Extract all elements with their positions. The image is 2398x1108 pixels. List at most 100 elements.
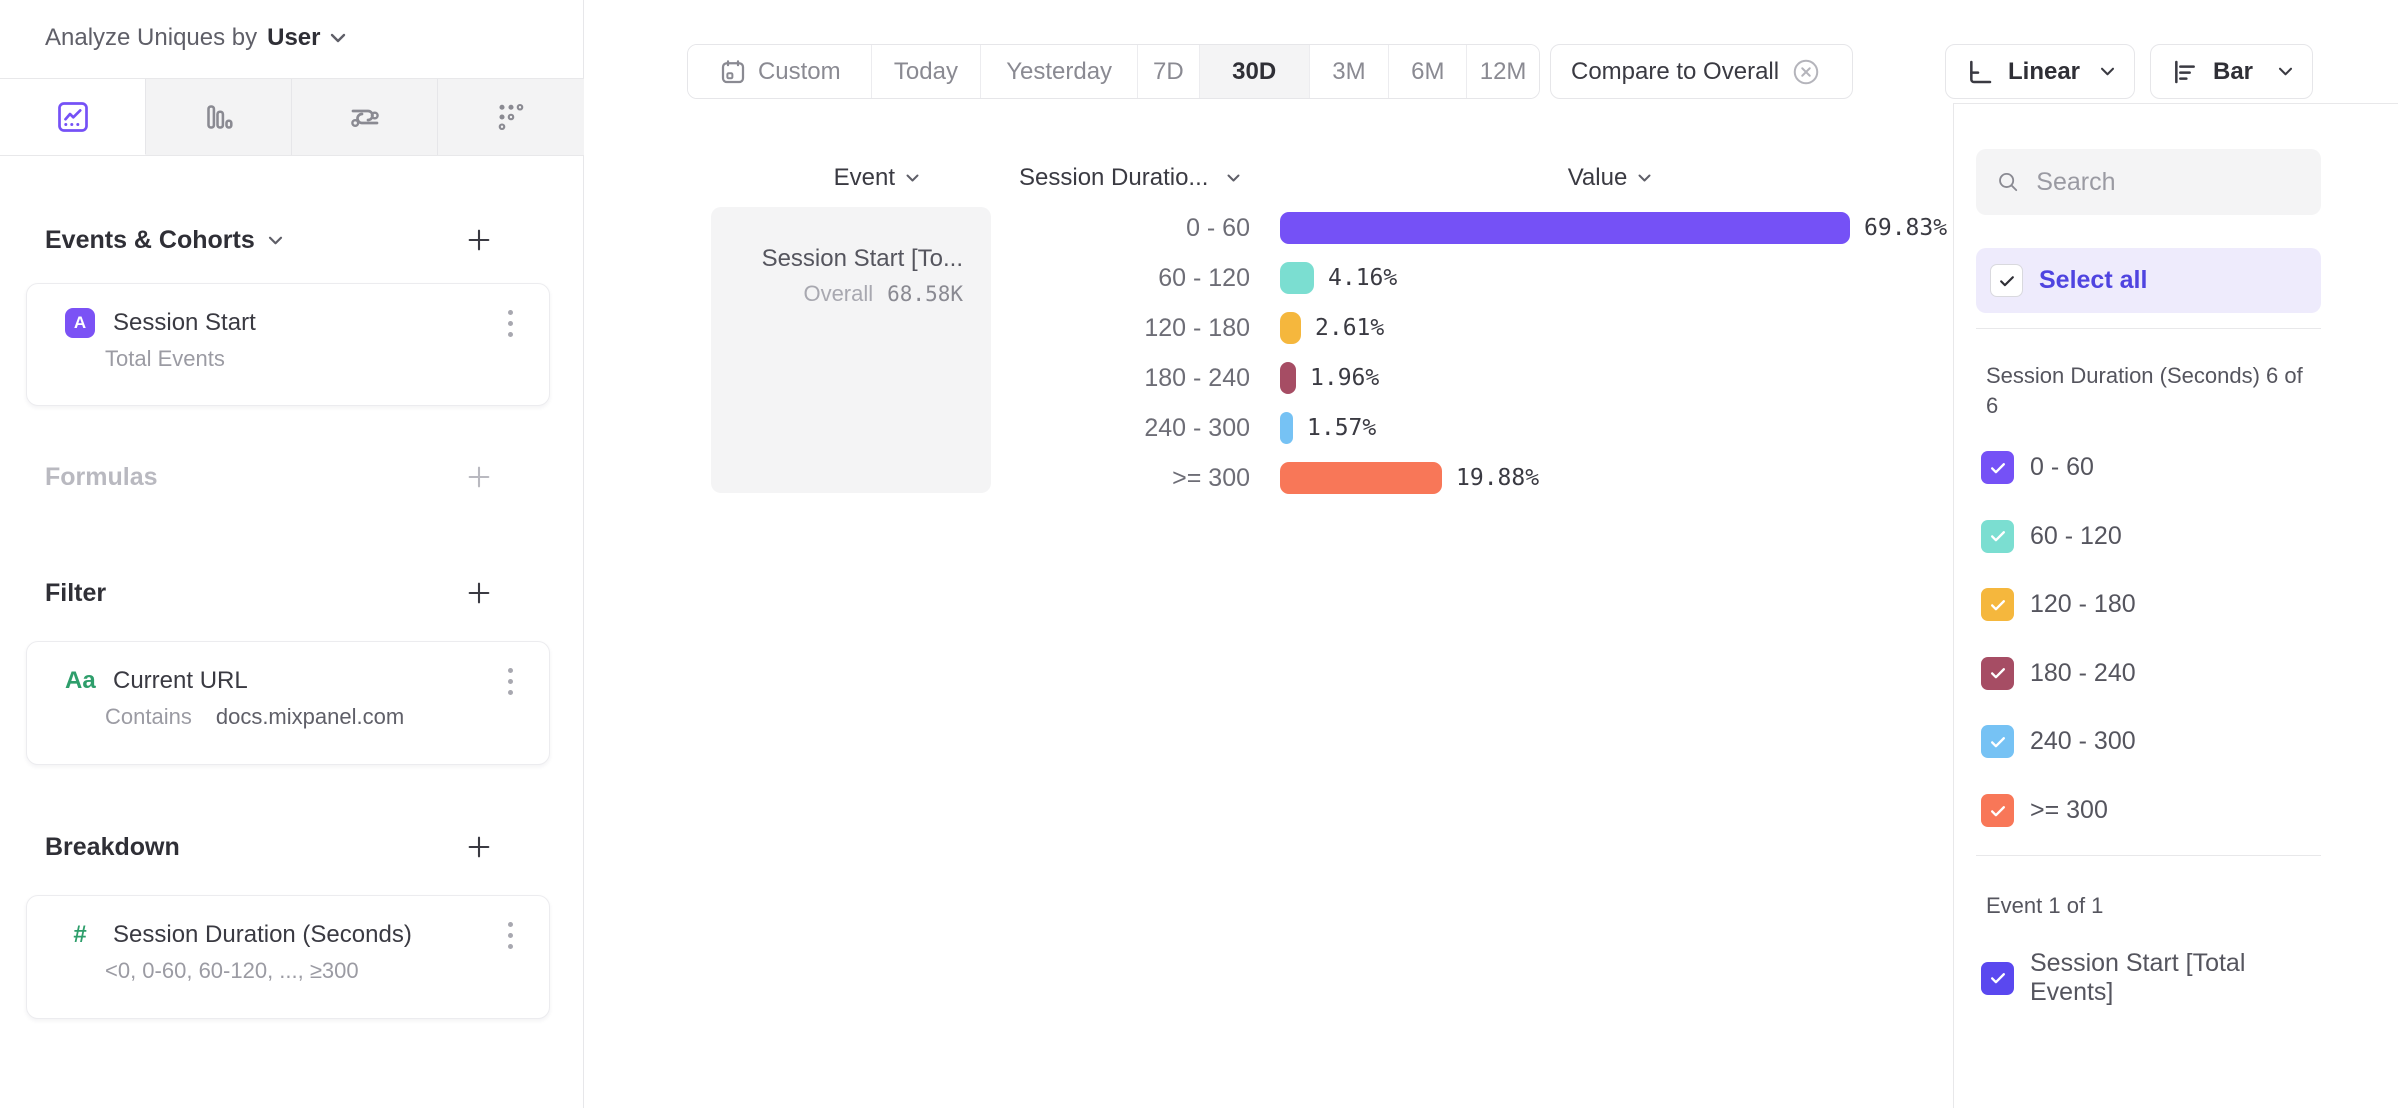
search-input[interactable] [2036, 167, 2301, 197]
date-range-today[interactable]: Today [871, 45, 982, 98]
add-formula-button[interactable] [465, 462, 495, 492]
bucket-checkbox[interactable] [1981, 656, 2014, 690]
legend-item-240-300[interactable]: 240 - 300 [1981, 725, 2136, 759]
linear-axis-icon [1970, 60, 1992, 83]
bucket-checkbox[interactable] [1981, 451, 2014, 484]
event-checkbox[interactable] [1981, 961, 2014, 995]
chevron-down-icon[interactable] [267, 235, 284, 246]
legend-event-item[interactable]: Session Start [Total Events] [1981, 949, 2260, 1007]
breakdown-title: Breakdown [45, 832, 180, 861]
horizontal-bars-icon [2175, 60, 2195, 83]
filter-value[interactable]: docs.mixpanel.com [215, 704, 405, 729]
bucket-checkbox[interactable] [1981, 794, 2014, 827]
query-builder-sidebar: Analyze Uniques by User Events & Cohorts [0, 0, 584, 1108]
event-aggregation[interactable]: Total Events [105, 346, 225, 371]
chart-style-value: Bar [2213, 57, 2254, 85]
date-range-3m[interactable]: 3M [1309, 45, 1390, 98]
panel-divider [1976, 328, 2321, 329]
select-all-label: Select all [2039, 266, 2148, 294]
date-range-6m[interactable]: 6M [1389, 45, 1468, 98]
date-range-yesterday[interactable]: Yesterday [981, 45, 1138, 98]
select-all-row[interactable]: Select all [1976, 248, 2321, 313]
breakdown-card-session-duration[interactable]: # Session Duration (Seconds) <0, 0-60, 6… [26, 895, 550, 1019]
value-label: 19.88% [1456, 465, 1540, 491]
legend-item-0-60[interactable]: 0 - 60 [1981, 451, 2094, 484]
bucket-label: 180 - 240 [1144, 363, 1250, 392]
compare-to-overall-chip[interactable]: Compare to Overall [1550, 44, 1853, 99]
remove-compare-icon[interactable] [1791, 57, 1821, 87]
bucket-label: 60 - 120 [1158, 263, 1250, 292]
bucket-label: 0 - 60 [2030, 453, 2094, 481]
flows-icon [350, 109, 379, 128]
chevron-down-icon [2278, 67, 2293, 76]
date-range-selector: Custom Today Yesterday 7D 30D 3M 6M 12M [687, 44, 1540, 99]
chart-row-240-300: 240 - 300 1.57% [990, 403, 1970, 453]
tab-retention[interactable] [438, 79, 584, 155]
number-property-icon: # [73, 921, 87, 948]
breakdown-options-kebab[interactable] [499, 918, 521, 952]
chevron-down-icon [330, 33, 345, 43]
legend-filter-panel: Select all Session Duration (Seconds) 6 … [1953, 103, 2398, 1108]
event-letter-badge: A [65, 308, 95, 338]
legend-item-120-180[interactable]: 120 - 180 [1981, 588, 2136, 622]
bucket-label: 240 - 300 [1144, 413, 1250, 442]
value-label: 1.57% [1307, 415, 1377, 441]
breakdown-buckets[interactable]: <0, 0-60, 60-120, ..., ≥300 [105, 958, 359, 983]
date-range-12m[interactable]: 12M [1467, 45, 1539, 98]
date-range-label: Yesterday [1006, 57, 1113, 85]
value-label: 1.96% [1310, 365, 1380, 391]
analyze-uniques-label: Analyze Uniques by [45, 24, 258, 51]
value-bar[interactable] [1280, 362, 1296, 394]
event-cell-title: Session Start [To... [761, 245, 963, 272]
check-icon [1990, 599, 2005, 611]
date-range-30d[interactable]: 30D [1199, 45, 1310, 98]
legend-search[interactable] [1976, 149, 2321, 215]
value-label: 4.16% [1328, 265, 1398, 291]
bucket-checkbox[interactable] [1981, 588, 2014, 622]
chevron-down-icon [1227, 174, 1240, 182]
chart-style-dropdown[interactable]: Bar [2150, 44, 2313, 99]
date-range-label: Custom [757, 57, 841, 85]
legend-item->=300[interactable]: >= 300 [1981, 794, 2108, 827]
events-cohorts-title: Events & Cohorts [45, 225, 255, 254]
event-name: Session Start [113, 309, 256, 336]
breakdown-property-name: Session Duration (Seconds) [113, 921, 412, 948]
select-all-checkbox[interactable] [1990, 264, 2023, 297]
value-bar[interactable] [1280, 462, 1442, 494]
value-bar[interactable] [1280, 412, 1293, 444]
legend-item-180-240[interactable]: 180 - 240 [1981, 656, 2136, 690]
analyze-by-dropdown[interactable]: User [267, 24, 346, 52]
value-bar[interactable] [1280, 262, 1314, 294]
filter-operator[interactable]: Contains [105, 704, 192, 729]
column-header-value[interactable]: Value [1540, 163, 1680, 193]
check-icon [1990, 531, 2005, 542]
add-breakdown-button[interactable] [465, 832, 495, 862]
column-header-breakdown[interactable]: Session Duratio... [1019, 163, 1241, 193]
column-header-event[interactable]: Event [790, 163, 920, 193]
add-filter-button[interactable] [465, 578, 495, 608]
legend-item-60-120[interactable]: 60 - 120 [1981, 519, 2122, 553]
chart-type-tabs [0, 78, 584, 156]
chart-row->=300: >= 300 19.88% [990, 453, 1970, 503]
event-card-session-start[interactable]: A Session Start Total Events [26, 283, 550, 406]
retention-grid-icon [498, 103, 524, 131]
check-icon [1999, 275, 2014, 286]
filter-card-current-url[interactable]: Aa Current URL Contains docs.mixpanel.co… [26, 641, 550, 765]
bucket-checkbox[interactable] [1981, 725, 2014, 759]
value-header-label: Value [1567, 164, 1628, 191]
table-row-event-cell[interactable]: Session Start [To... Overall 68.58K [711, 207, 991, 493]
date-range-7d[interactable]: 7D [1137, 45, 1200, 98]
scale-dropdown[interactable]: Linear [1945, 44, 2135, 99]
value-bar[interactable] [1280, 212, 1850, 244]
breakdown-header-label: Session Duratio... [1019, 164, 1209, 191]
event-options-kebab[interactable] [499, 306, 521, 340]
value-bar[interactable] [1280, 312, 1301, 344]
tab-flows[interactable] [292, 79, 438, 155]
bucket-checkbox[interactable] [1981, 519, 2014, 553]
date-range-custom[interactable]: Custom [688, 45, 872, 98]
tab-insights-line[interactable] [0, 79, 146, 155]
filter-options-kebab[interactable] [499, 664, 521, 698]
tab-bar-chart[interactable] [146, 79, 292, 155]
add-event-button[interactable] [465, 225, 495, 255]
